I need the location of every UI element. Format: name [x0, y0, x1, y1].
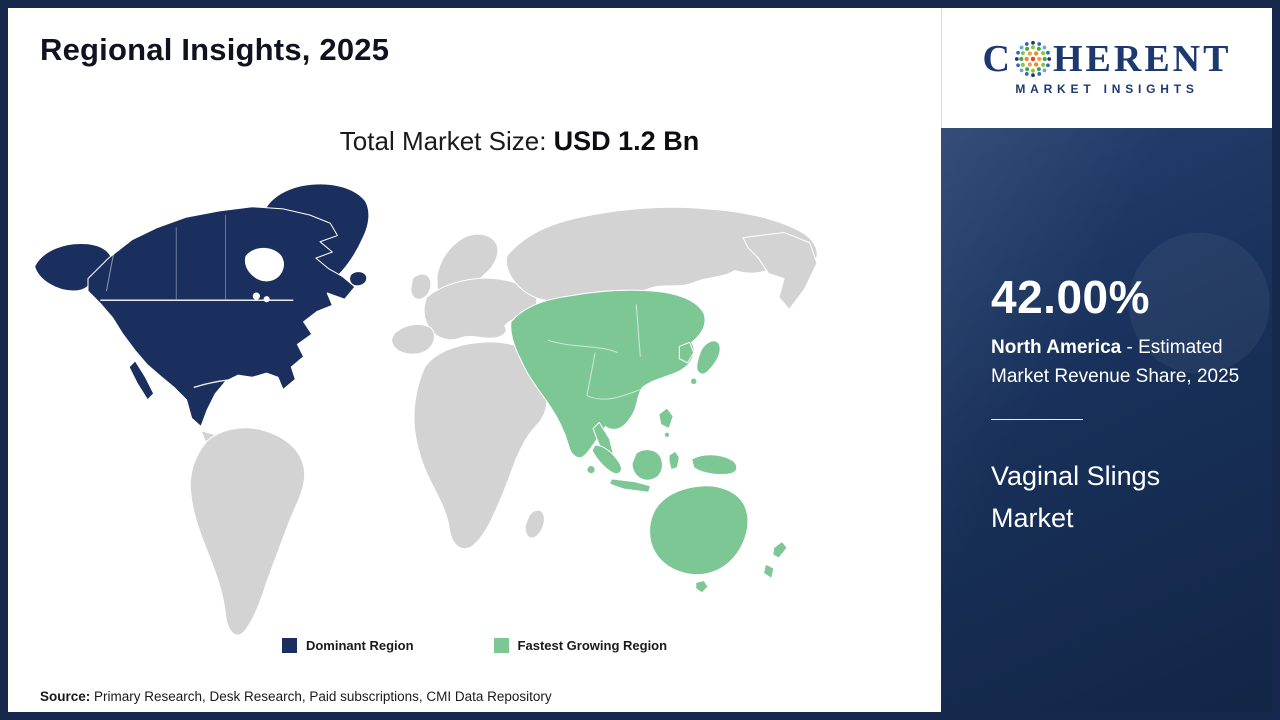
logo-wordmark: C HERENT: [983, 40, 1232, 78]
map-region-fastest-growing: [510, 289, 788, 594]
map-border-asia: [635, 304, 641, 357]
info-panel: C HERENT MARKET INSIGHTS 42.00% North Am…: [941, 8, 1272, 712]
source-note: Source: Primary Research, Desk Research,…: [40, 689, 552, 704]
world-map-svg: [34, 183, 818, 636]
source-text: Primary Research, Desk Research, Paid su…: [90, 689, 552, 704]
map-south-america: [189, 427, 306, 636]
logo-tagline: MARKET INSIGHTS: [1015, 82, 1199, 96]
map-philippines-island: [663, 431, 671, 438]
map-new-guinea: [691, 454, 738, 476]
market-size-value: USD 1.2 Bn: [553, 126, 700, 156]
map-java: [609, 478, 652, 493]
map-philippines: [658, 407, 674, 430]
map-australia: [649, 485, 749, 576]
total-market-size: Total Market Size: USD 1.2 Bn: [53, 126, 986, 157]
map-japan: [696, 340, 721, 375]
map-hudson-bay: [244, 247, 284, 282]
map-tasmania: [695, 579, 709, 594]
map-united-kingdom: [410, 273, 432, 300]
panel-divider: [991, 419, 1083, 420]
legend-label-fastest-growing: Fastest Growing Region: [517, 638, 668, 653]
map-sri-lanka: [586, 465, 596, 475]
world-map: [24, 176, 846, 643]
map-border-asia: [586, 389, 641, 400]
map-madagascar: [524, 509, 545, 539]
map-new-zealand-south: [763, 563, 775, 579]
logo-text-prefix: C: [982, 38, 1013, 80]
market-share-value: 42.00%: [991, 271, 1151, 323]
map-sumatra: [591, 444, 622, 475]
map-sulawesi: [668, 450, 680, 471]
map-baja-california: [128, 360, 155, 401]
map-asia-mainland: [510, 289, 706, 459]
legend-label-dominant: Dominant Region: [305, 638, 414, 653]
map-north-america-mainland: [87, 206, 356, 428]
map-europe-mainland: [423, 277, 538, 341]
map-japan-island: [689, 377, 698, 386]
market-share-description: North America - Estimated Market Revenue…: [991, 334, 1243, 391]
map-new-zealand-north: [772, 540, 788, 559]
logo-text-suffix: HERENT: [1052, 38, 1232, 80]
map-region-dominant: [34, 183, 370, 428]
market-size-label: Total Market Size:: [339, 126, 554, 156]
map-border-us-mexico: [193, 378, 281, 389]
share-description-text: - Estimated Market Revenue Share, 2025: [991, 337, 1240, 387]
map-korea: [678, 341, 695, 364]
page-title: Regional Insights, 2025: [40, 32, 390, 67]
map-great-lake: [252, 292, 260, 300]
legend-swatch-dominant: [281, 638, 297, 653]
dotted-globe-icon: [1014, 41, 1051, 77]
share-region-name: North America: [991, 337, 1122, 358]
legend-item-fastest-growing: Fastest Growing Region: [493, 638, 668, 653]
stats-panel: 42.00% North America - Estimated Market …: [941, 128, 1272, 712]
map-legend: Dominant Region Fastest Growing Region: [8, 638, 941, 653]
map-russia-far-east: [742, 231, 818, 310]
source-label: Source:: [40, 689, 91, 704]
legend-swatch-fastest-growing: [493, 638, 509, 653]
legend-item-dominant: Dominant Region: [281, 638, 414, 653]
map-borneo: [631, 449, 663, 481]
market-name: Vaginal Slings Market: [991, 461, 1161, 533]
map-iceland: [349, 271, 368, 287]
map-border-asia: [547, 339, 618, 354]
map-iberia: [391, 323, 435, 355]
map-border-asia: [586, 352, 596, 396]
map-great-lake: [263, 296, 270, 303]
map-region-other: [189, 206, 818, 636]
company-logo: C HERENT MARKET INSIGHTS: [941, 8, 1272, 128]
map-section: Regional Insights, 2025 Total Market Siz…: [8, 8, 941, 712]
map-border-alaska-canada: [105, 247, 116, 292]
